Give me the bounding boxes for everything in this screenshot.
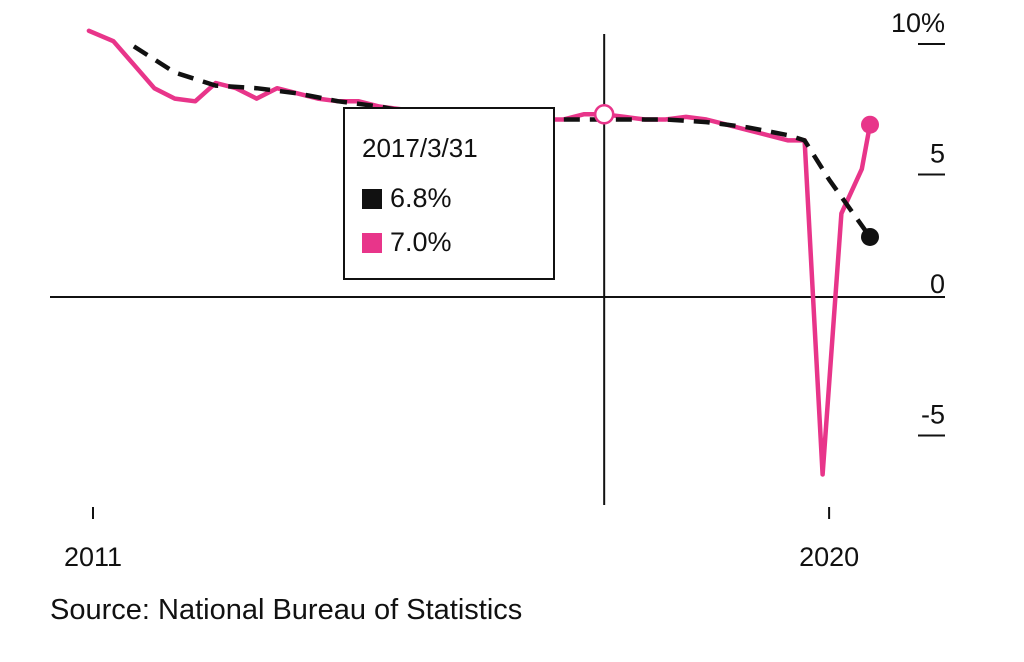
x-tick-label: 2011	[64, 542, 122, 572]
tooltip-black-value: 6.8%	[390, 183, 452, 213]
source-note: Source: National Bureau of Statistics	[50, 594, 523, 626]
x-axis-tick-labels: 2011 2020	[64, 542, 859, 572]
tooltip-row-pink: 7.0%	[362, 227, 452, 258]
y-axis-tick-labels: 10% 5 0 -5	[891, 8, 945, 430]
y-tick-label: 10%	[891, 8, 945, 38]
y-tick-label: -5	[921, 400, 945, 430]
end-point-pink	[861, 115, 879, 134]
tooltip-row-black: 6.8%	[362, 183, 452, 214]
end-point-black	[861, 227, 879, 246]
highlight-point	[593, 104, 615, 125]
hover-tooltip: 2017/3/31 6.8% 7.0%	[343, 107, 555, 280]
markers	[593, 104, 879, 246]
black-swatch	[362, 188, 382, 209]
pink-swatch	[362, 232, 382, 253]
x-tick-label: 2020	[799, 542, 859, 572]
tooltip-date: 2017/3/31	[362, 133, 478, 163]
y-tick-label: 5	[930, 139, 945, 169]
y-tick-label: 0	[930, 269, 945, 299]
tooltip-pink-value: 7.0%	[390, 227, 452, 257]
